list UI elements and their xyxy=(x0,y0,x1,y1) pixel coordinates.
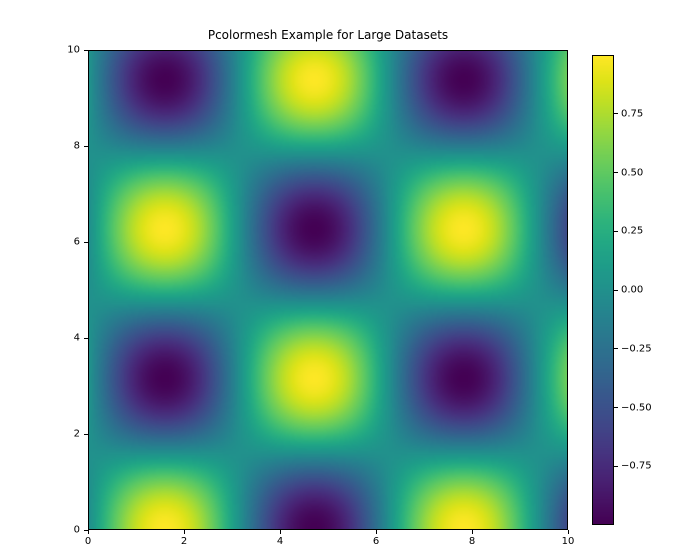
x-tick-label: 6 xyxy=(373,536,379,547)
colorbar-tick-label: 0.00 xyxy=(621,285,643,296)
x-tick-label: 10 xyxy=(562,536,575,547)
page-title: Pcolormesh Example for Large Datasets xyxy=(88,28,568,42)
colorbar-tick-label: −0.75 xyxy=(621,461,652,472)
colorbar-tick-label: 0.25 xyxy=(621,226,643,237)
x-tick xyxy=(184,530,185,534)
colorbar-tick-label: 0.75 xyxy=(621,108,643,119)
y-tick xyxy=(84,338,88,339)
x-tick xyxy=(280,530,281,534)
colorbar-tick xyxy=(614,407,618,408)
y-tick xyxy=(84,530,88,531)
colorbar-tick xyxy=(614,172,618,173)
colorbar-tick xyxy=(614,231,618,232)
x-tick-label: 4 xyxy=(277,536,283,547)
y-tick xyxy=(84,50,88,51)
y-tick-label: 10 xyxy=(62,45,80,56)
x-tick-label: 2 xyxy=(181,536,187,547)
colorbar xyxy=(592,55,614,525)
figure: Pcolormesh Example for Large Datasets 0 2… xyxy=(0,0,700,560)
x-tick xyxy=(376,530,377,534)
heatmap-canvas xyxy=(89,51,567,529)
colorbar-tick-label: −0.50 xyxy=(621,402,652,413)
x-tick-label: 8 xyxy=(469,536,475,547)
x-tick xyxy=(472,530,473,534)
y-tick-label: 0 xyxy=(62,525,80,536)
y-tick-label: 8 xyxy=(62,141,80,152)
colorbar-tick-label: 0.50 xyxy=(621,167,643,178)
colorbar-tick xyxy=(614,466,618,467)
y-tick xyxy=(84,242,88,243)
colorbar-tick xyxy=(614,290,618,291)
y-tick xyxy=(84,146,88,147)
y-tick-label: 2 xyxy=(62,429,80,440)
x-tick xyxy=(568,530,569,534)
colorbar-tick xyxy=(614,113,618,114)
heatmap-axes xyxy=(88,50,568,530)
x-tick-label: 0 xyxy=(85,536,91,547)
colorbar-canvas xyxy=(593,56,613,524)
x-tick xyxy=(88,530,89,534)
colorbar-tick xyxy=(614,348,618,349)
colorbar-tick-label: −0.25 xyxy=(621,343,652,354)
y-tick xyxy=(84,434,88,435)
y-tick-label: 6 xyxy=(62,237,80,248)
y-tick-label: 4 xyxy=(62,333,80,344)
